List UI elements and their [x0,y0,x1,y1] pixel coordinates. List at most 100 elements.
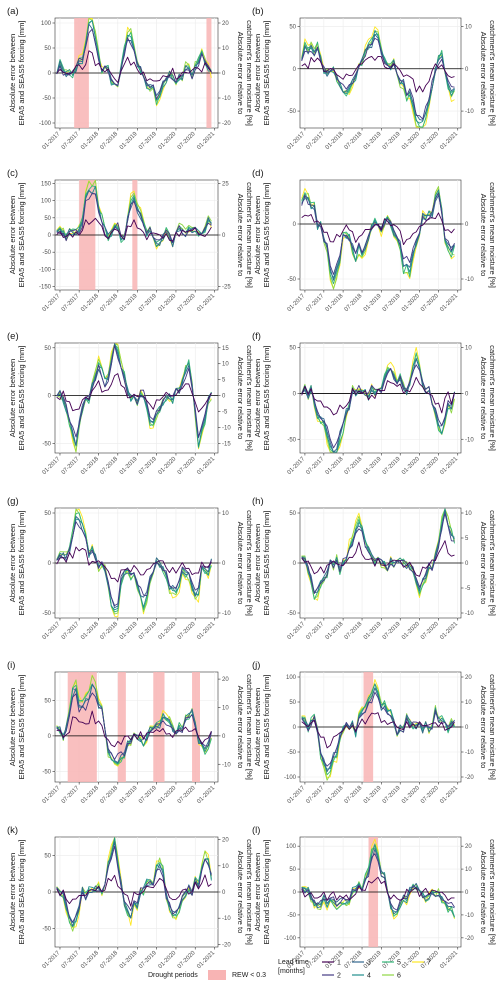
series-line-lead-1 [56,217,212,242]
x-tick-label: 01-2021 [439,785,459,805]
y2-tick-label: 0 [465,67,469,73]
y2-axis-label-line2: catchment's mean moisture [%] [488,839,497,945]
y2-tick-label: -10 [222,611,231,617]
y2-tick-label: -10 [222,916,231,922]
y2-tick-label: -25 [222,285,231,291]
y2-tick-label: -10 [465,913,474,919]
y2-axis-label-line1: Absolute error relative to [479,194,488,277]
panel-g: -50 0 50 -10 0 10 01-2017 07-2017 01-2018 07-2018… [7,496,254,641]
legend-drought-label: REW < 0.3 [232,972,266,979]
drought-band [117,672,126,782]
x-tick-label: 07-2017 [61,456,81,476]
legend-drought-title: Drought periods [148,972,198,979]
y2-tick-label: 0 [222,561,226,567]
x-tick-label: 01-2019 [119,785,139,805]
y-tick-label: 0 [293,725,297,731]
panel-b: -50 0 50 -10 0 10 01-2017 07-2017 01-2018 07-2018… [252,6,497,151]
drought-band [153,672,165,782]
y2-tick-label: 10 [222,705,229,711]
panel-label: (b) [252,6,264,17]
y2-tick-label: 15 [222,346,229,352]
y-axis-label-line1: Absolute error between [253,688,262,767]
y-tick-label: 50 [289,511,296,517]
y2-tick-label: 10 [465,24,472,30]
y2-tick-label: 0 [222,394,226,400]
panel-label: (l) [252,825,260,836]
series-line-lead-3 [301,687,455,773]
series-line-lead-1 [56,710,212,748]
x-tick-label: 01-2018 [325,131,345,151]
x-tick-label: 01-2017 [42,131,62,151]
y2-axis-label-line2: catchment's mean moisture [%] [488,674,497,780]
series-line-lead-2 [56,845,212,923]
legend-lead-label-7: 7 [427,960,431,967]
legend-lead-items: 1 2 3 4 5 6 7 [322,960,431,980]
x-tick-label: 07-2019 [382,785,402,805]
x-tick-label: 07-2018 [99,785,119,805]
x-tick-label: 07-2018 [99,293,119,313]
y2-tick-label: 0 [465,725,469,731]
series-line-lead-1 [301,540,455,577]
y-tick-label: -50 [287,611,296,617]
panel-label: (j) [252,660,260,671]
y-axis-label-line1: Absolute error between [8,34,17,113]
y-tick-label: 50 [44,346,51,352]
x-tick-label: 01-2018 [80,293,100,313]
panel-label: (k) [7,825,18,836]
y-tick-label: -50 [287,109,296,115]
x-tick-label: 01-2018 [325,293,345,313]
y2-tick-label: 10 [465,700,472,706]
x-tick-label: 01-2020 [401,785,421,805]
x-tick-label: 07-2017 [305,131,325,151]
x-tick-label: 01-2017 [42,456,62,476]
y2-axis-label-line2: catchment's mean moisture [%] [245,182,254,288]
y-axis-label-line1: Absolute error between [253,359,262,438]
legend: Drought periods REW < 0.3 Lead time [mon… [148,959,431,980]
x-tick-label: 07-2019 [138,131,158,151]
x-tick-label: 07-2020 [420,293,440,313]
y2-tick-label: -10 [465,750,474,756]
y-tick-label: 50 [289,700,296,706]
series-line-lead-2 [301,691,455,767]
y-tick-label: 0 [293,67,297,73]
x-tick-label: 07-2018 [344,785,364,805]
y-tick-label: 50 [289,867,296,873]
x-tick-label: 01-2017 [42,950,62,970]
x-tick-label: 07-2017 [61,950,81,970]
x-tick-label: 07-2019 [382,456,402,476]
y-tick-label: 150 [41,181,52,187]
y-tick-label: -50 [42,96,51,102]
x-tick-label: 07-2018 [344,621,364,641]
x-tick-label: 01-2018 [325,785,345,805]
y2-tick-label: 10 [222,511,229,517]
x-tick-label: 01-2019 [119,456,139,476]
y-tick-label: 100 [286,844,297,850]
series-line-lead-2 [56,193,212,244]
y2-tick-label: 10 [222,864,229,870]
x-tick-label: 07-2018 [344,293,364,313]
x-tick-label: 01-2021 [196,621,216,641]
x-tick-label: 01-2018 [80,456,100,476]
x-tick-label: 01-2018 [325,456,345,476]
x-tick-label: 01-2021 [196,131,216,151]
x-tick-label: 07-2018 [99,131,119,151]
y2-axis-label-line1: Absolute error relative to [236,522,245,605]
x-tick-label: 07-2017 [305,785,325,805]
y2-tick-label: 10 [222,362,229,368]
y2-tick-label: 0 [465,890,469,896]
y-axis-label-line2: ERA5 and SEAS5 forcing [mm] [262,182,271,287]
y-axis-label-line1: Absolute error between [253,196,262,275]
x-tick-label: 07-2018 [99,456,119,476]
y-axis-label-line2: ERA5 and SEAS5 forcing [mm] [262,839,271,944]
x-tick-label: 07-2020 [177,131,197,151]
x-tick-label: 07-2020 [177,950,197,970]
y2-axis-label-line2: catchment's mean moisture [%] [488,345,497,451]
y2-axis-label-line2: catchment's mean moisture [%] [488,20,497,126]
series-line-lead-1 [301,376,455,416]
y-axis-label-line2: ERA5 and SEAS5 forcing [mm] [17,20,26,125]
x-tick-label: 01-2021 [439,293,459,313]
y-tick-label: -100 [284,936,297,942]
